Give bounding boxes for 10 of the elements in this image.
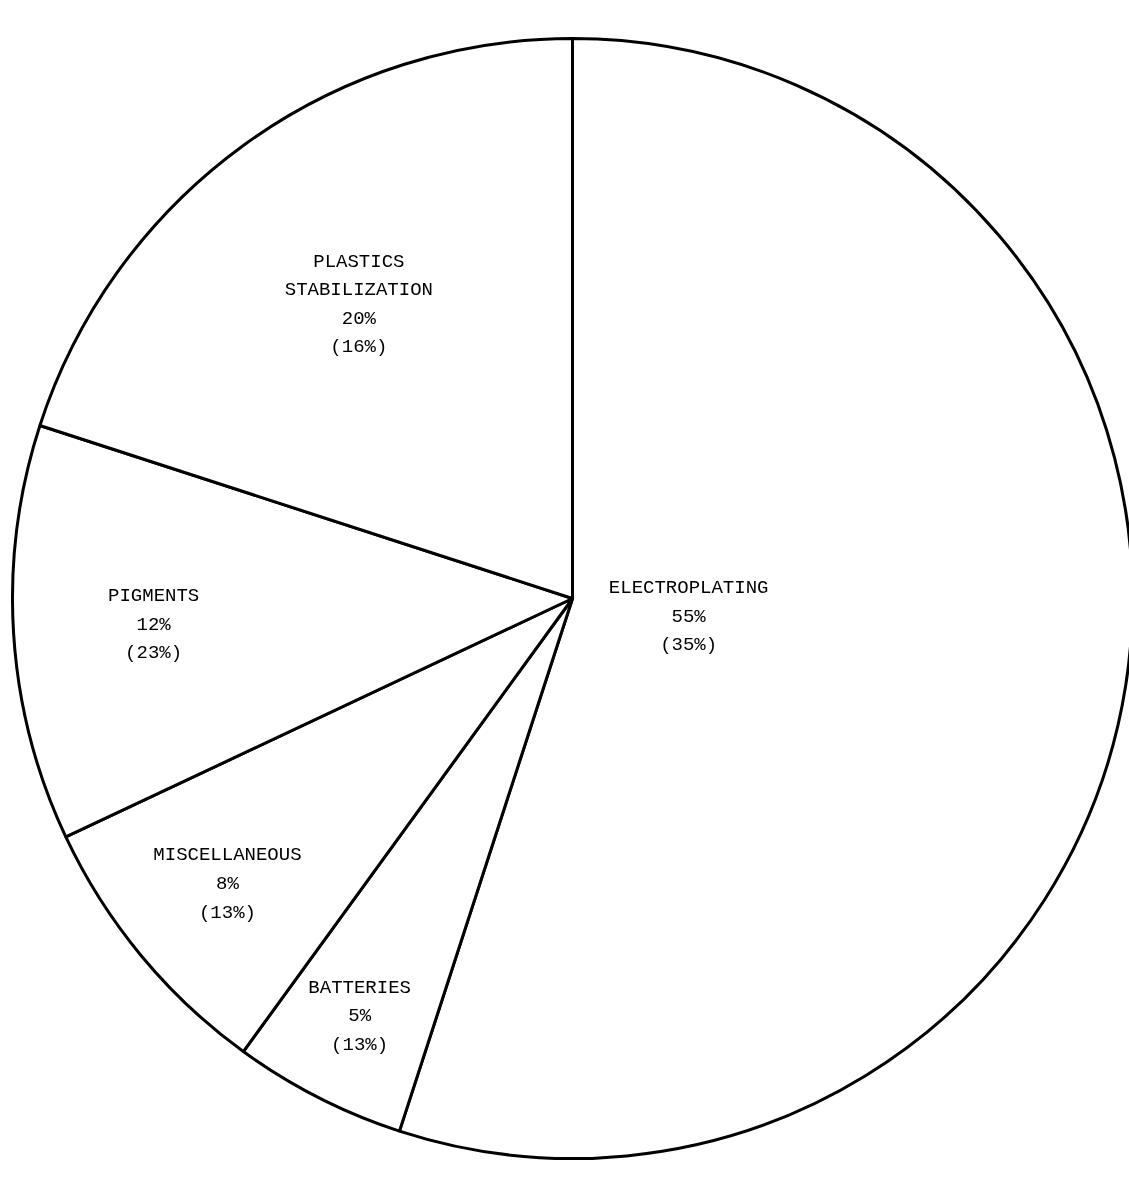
data-label: 55% (35%) (660, 605, 718, 657)
slice-label: MISCELLANEOUS (153, 844, 302, 867)
data-label: 12% (23%) (125, 613, 183, 665)
slice-label: BATTERIES (308, 976, 411, 999)
data-label: 8% (13%) (198, 872, 256, 924)
slice-label: PIGMENTS (108, 585, 200, 608)
slice-label: ELECTROPLATING (608, 577, 769, 600)
slice-label: PLASTICS STABILIZATION (284, 250, 433, 302)
data-label: 20% (16%) (330, 307, 388, 359)
data-label: 5% (13%) (331, 1005, 389, 1056)
